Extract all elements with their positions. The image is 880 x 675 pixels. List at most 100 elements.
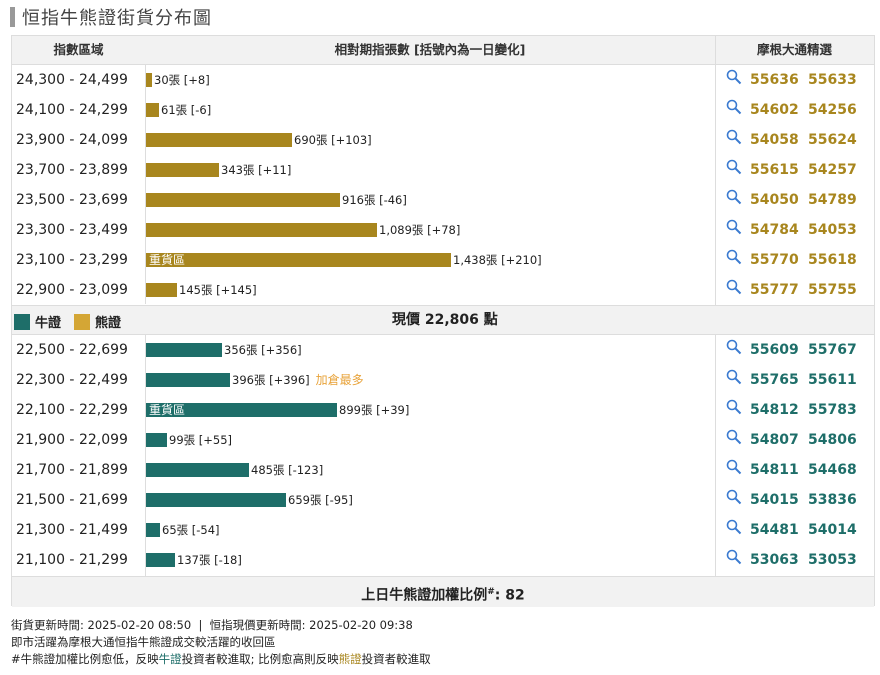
bull-bar: 重貨區	[146, 403, 337, 417]
warrant-code-link[interactable]: 54257	[808, 162, 857, 178]
warrant-code-link[interactable]: 55611	[808, 372, 857, 388]
warrant-code-link[interactable]: 55765	[750, 372, 799, 388]
search-icon[interactable]	[726, 189, 742, 205]
search-icon[interactable]	[726, 489, 742, 505]
weighted-ratio-footer: 上日牛熊證加權比例#: 82	[12, 576, 874, 607]
warrant-code-link[interactable]: 54811	[750, 462, 799, 478]
bear-bar: 重貨區	[146, 253, 451, 267]
bar-value-label: 356張 [+356]	[224, 343, 302, 357]
warrant-code-link[interactable]: 54807	[750, 432, 799, 448]
note-bear-word: 熊證	[338, 652, 362, 666]
note-part: 投資者較進取	[361, 652, 431, 666]
warrant-code-link[interactable]: 54014	[808, 522, 857, 538]
bar-value-label: 1,438張 [+210]	[453, 253, 542, 267]
contracts-text: 137張 [-18]	[177, 553, 242, 567]
note-active-zone: 即市活躍為摩根大通恒指牛熊證成交較活躍的收回區	[11, 635, 276, 649]
bar-value-label: 485張 [-123]	[251, 463, 323, 477]
contracts-text: 61張 [-6]	[161, 103, 212, 117]
price-range: 21,300 - 21,499	[16, 522, 128, 538]
header-chart: 相對期指張數 [括號內為一日變化]	[334, 42, 526, 57]
bear-row: 23,300 - 23,499 1,089張 [+78] 54784 54053	[12, 215, 874, 245]
distribution-table: 指數區域 相對期指張數 [括號內為一日變化] 摩根大通精選 24,300 - 2…	[11, 35, 875, 607]
search-icon[interactable]	[726, 249, 742, 265]
search-icon[interactable]	[726, 519, 742, 535]
contracts-text: 690張 [+103]	[294, 133, 372, 147]
warrant-code-link[interactable]: 54784	[750, 222, 799, 238]
header-range: 指數區域	[53, 42, 104, 57]
search-icon[interactable]	[726, 69, 742, 85]
search-icon[interactable]	[726, 549, 742, 565]
bar-value-label: 343張 [+11]	[221, 163, 291, 177]
bar-value-label: 145張 [+145]	[179, 283, 257, 297]
contracts-text: 485張 [-123]	[251, 463, 324, 477]
header-picks: 摩根大通精選	[756, 42, 832, 57]
warrant-code-link[interactable]: 54468	[808, 462, 857, 478]
bull-row: 21,900 - 22,099 99張 [+55] 54807 54806	[12, 425, 874, 455]
bar-value-label: 137張 [-18]	[177, 553, 242, 567]
search-icon[interactable]	[726, 219, 742, 235]
ratio-mark: #	[487, 587, 495, 597]
price-range: 21,700 - 21,899	[16, 462, 128, 478]
bar-value-label: 61張 [-6]	[161, 103, 211, 117]
contracts-text: 1,089張 [+78]	[379, 223, 461, 237]
contracts-text: 99張 [+55]	[169, 433, 233, 447]
note-part: #牛熊證加權比例愈低，反映	[11, 652, 159, 666]
bear-bar	[146, 73, 152, 87]
warrant-code-link[interactable]: 53053	[808, 552, 857, 568]
bull-bar	[146, 523, 160, 537]
bear-row: 23,100 - 23,299 重貨區 1,438張 [+210] 55770 5561…	[12, 245, 874, 275]
warrant-code-link[interactable]: 54789	[808, 192, 857, 208]
warrant-code-link[interactable]: 55618	[808, 252, 857, 268]
warrant-code-link[interactable]: 54015	[750, 492, 799, 508]
search-icon[interactable]	[726, 159, 742, 175]
warrant-code-link[interactable]: 55636	[750, 72, 799, 88]
warrant-code-link[interactable]: 54806	[808, 432, 857, 448]
bar-value-label: 899張 [+39]	[339, 403, 409, 417]
search-icon[interactable]	[726, 429, 742, 445]
footnotes: 街貨更新時間: 2025-02-20 08:50 | 恒指現價更新時間: 202…	[11, 617, 431, 668]
contracts-text: 1,438張 [+210]	[453, 253, 542, 267]
search-icon[interactable]	[726, 339, 742, 355]
search-icon[interactable]	[726, 369, 742, 385]
search-icon[interactable]	[726, 99, 742, 115]
warrant-code-link[interactable]: 54058	[750, 132, 799, 148]
warrant-code-link[interactable]: 55767	[808, 342, 857, 358]
search-icon[interactable]	[726, 129, 742, 145]
bull-row: 21,100 - 21,299 137張 [-18] 53063 53053	[12, 545, 874, 575]
search-icon[interactable]	[726, 459, 742, 475]
warrant-code-link[interactable]: 54256	[808, 102, 857, 118]
warrant-code-link[interactable]: 55633	[808, 72, 857, 88]
bull-row: 21,300 - 21,499 65張 [-54] 54481 54014	[12, 515, 874, 545]
warrant-code-link[interactable]: 55755	[808, 282, 857, 298]
heavy-zone-tag: 重貨區	[149, 403, 186, 417]
bear-bar	[146, 283, 177, 297]
warrant-code-link[interactable]: 54053	[808, 222, 857, 238]
price-range: 21,500 - 21,699	[16, 492, 128, 508]
bear-row: 24,300 - 24,499 30張 [+8] 55636 55633	[12, 65, 874, 95]
contracts-text: 145張 [+145]	[179, 283, 257, 297]
price-range: 23,900 - 24,099	[16, 132, 128, 148]
divider	[715, 334, 716, 576]
warrant-code-link[interactable]: 54050	[750, 192, 799, 208]
warrant-code-link[interactable]: 53836	[808, 492, 857, 508]
warrant-code-link[interactable]: 55777	[750, 282, 799, 298]
warrant-code-link[interactable]: 54602	[750, 102, 799, 118]
legend-bull: 牛證	[14, 312, 61, 331]
warrant-code-link[interactable]: 55770	[750, 252, 799, 268]
warrant-code-link[interactable]: 55624	[808, 132, 857, 148]
warrant-code-link[interactable]: 54481	[750, 522, 799, 538]
warrant-code-link[interactable]: 54812	[750, 402, 799, 418]
bar-value-label: 659張 [-95]	[288, 493, 353, 507]
warrant-code-link[interactable]: 55783	[808, 402, 857, 418]
price-range: 24,100 - 24,299	[16, 102, 128, 118]
warrant-code-link[interactable]: 53063	[750, 552, 799, 568]
search-icon[interactable]	[726, 399, 742, 415]
bear-swatch	[74, 313, 90, 330]
warrant-code-link[interactable]: 55615	[750, 162, 799, 178]
warrant-code-link[interactable]: 55609	[750, 342, 799, 358]
contracts-text: 356張 [+356]	[224, 343, 302, 357]
search-icon[interactable]	[726, 279, 742, 295]
legend-bear-label: 熊證	[95, 316, 122, 331]
current-price-band: 牛證 熊證 現價 22,806 點	[12, 305, 874, 335]
bull-bar	[146, 373, 230, 387]
